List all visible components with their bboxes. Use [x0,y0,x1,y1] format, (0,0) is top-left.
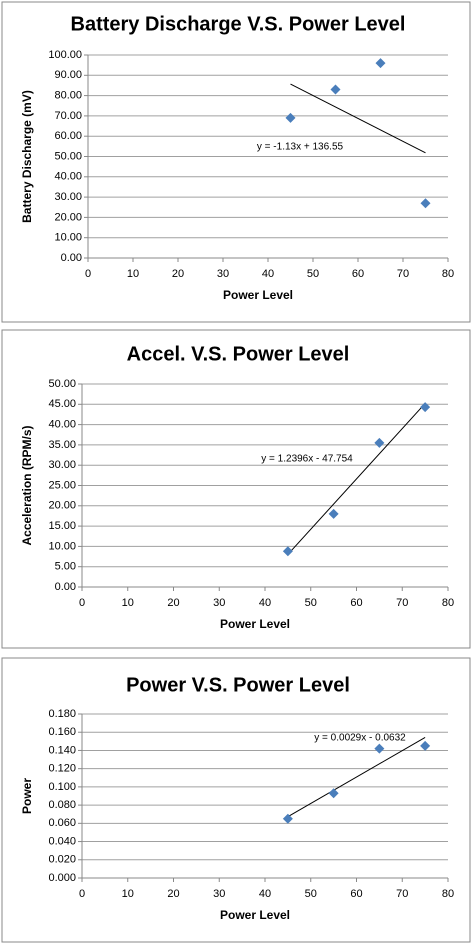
y-tick-label: 40.00 [48,419,76,431]
x-tick-label: 20 [172,268,184,280]
x-tick-label: 20 [167,888,179,900]
y-tick-label: 90.00 [54,69,82,81]
y-tick-label: 35.00 [48,439,76,451]
y-tick-label: 100.00 [48,49,82,61]
y-tick-label: 0.020 [48,854,76,866]
y-tick-label: 30.00 [54,191,82,203]
trendline-equation: y = 0.0029x - 0.0632 [314,733,406,744]
x-tick-label: 50 [305,888,317,900]
y-tick-label: 0.060 [48,817,76,829]
y-tick-label: 70.00 [54,110,82,122]
y-axis-title: Acceleration (RPM/s) [20,425,34,545]
y-tick-label: 0.100 [48,781,76,793]
x-tick-label: 80 [442,888,454,900]
x-tick-label: 0 [79,888,85,900]
x-tick-label: 70 [396,888,408,900]
y-tick-label: 0.080 [48,799,76,811]
point [420,402,431,413]
y-tick-label: 0.040 [48,835,76,847]
y-tick-label: 10.00 [48,540,76,552]
y-tick-label: 0.160 [48,726,76,738]
trendline-equation: y = -1.13x + 136.55 [257,142,344,153]
y-tick-label: 0.120 [48,763,76,775]
point [375,58,386,69]
y-tick-label: 80.00 [54,90,82,102]
x-tick-label: 40 [259,597,271,609]
x-axis-title: Power Level [220,908,290,922]
x-tick-label: 50 [305,597,317,609]
x-tick-label: 30 [213,888,225,900]
chart-title: Accel. V.S. Power Level [127,343,350,365]
x-tick-label: 10 [122,597,134,609]
y-axis-title: Power [20,778,34,814]
y-tick-label: 0.140 [48,744,76,756]
x-tick-label: 50 [307,268,319,280]
x-axis-title: Power Level [223,288,293,302]
x-tick-label: 10 [122,888,134,900]
x-tick-label: 40 [259,888,271,900]
x-tick-label: 10 [127,268,139,280]
y-tick-label: 0.00 [55,581,76,593]
x-tick-label: 70 [396,597,408,609]
y-tick-label: 0.180 [48,708,76,720]
y-tick-label: 20.00 [48,500,76,512]
x-tick-label: 80 [442,597,454,609]
y-tick-label: 0.000 [48,872,76,884]
y-tick-label: 5.00 [55,561,76,573]
point [328,788,339,799]
point [374,437,385,448]
point [420,198,431,209]
y-tick-label: 20.00 [54,211,82,223]
point [330,84,341,95]
point [374,743,385,754]
x-axis-title: Power Level [220,617,290,631]
chart-title: Battery Discharge V.S. Power Level [71,13,406,35]
x-tick-label: 80 [442,268,454,280]
y-tick-label: 50.00 [54,150,82,162]
x-tick-label: 0 [79,597,85,609]
y-tick-label: 40.00 [54,171,82,183]
y-tick-label: 45.00 [48,398,76,410]
chart-title: Power V.S. Power Level [126,674,350,696]
trendline-equation: y = 1.2396x - 47.754 [261,454,353,465]
point [285,112,296,123]
x-tick-label: 70 [397,268,409,280]
y-tick-label: 10.00 [54,232,82,244]
trendline [287,736,426,818]
x-tick-label: 60 [350,597,362,609]
y-tick-label: 50.00 [48,378,76,390]
point [282,813,293,824]
x-tick-label: 0 [85,268,91,280]
x-tick-label: 30 [217,268,229,280]
x-tick-label: 60 [350,888,362,900]
x-tick-label: 20 [167,597,179,609]
x-tick-label: 30 [213,597,225,609]
point [282,546,293,557]
trendline [287,403,426,555]
point [420,740,431,751]
y-tick-label: 15.00 [48,520,76,532]
y-tick-label: 60.00 [54,130,82,142]
x-tick-label: 40 [262,268,274,280]
y-axis-title: Battery Discharge (mV) [20,90,34,223]
y-tick-label: 25.00 [48,479,76,491]
panel [1,657,471,943]
y-tick-label: 0.00 [61,252,82,264]
x-tick-label: 60 [352,268,364,280]
y-tick-label: 30.00 [48,459,76,471]
point [328,508,339,519]
panel [1,329,471,649]
trendline [290,83,426,154]
